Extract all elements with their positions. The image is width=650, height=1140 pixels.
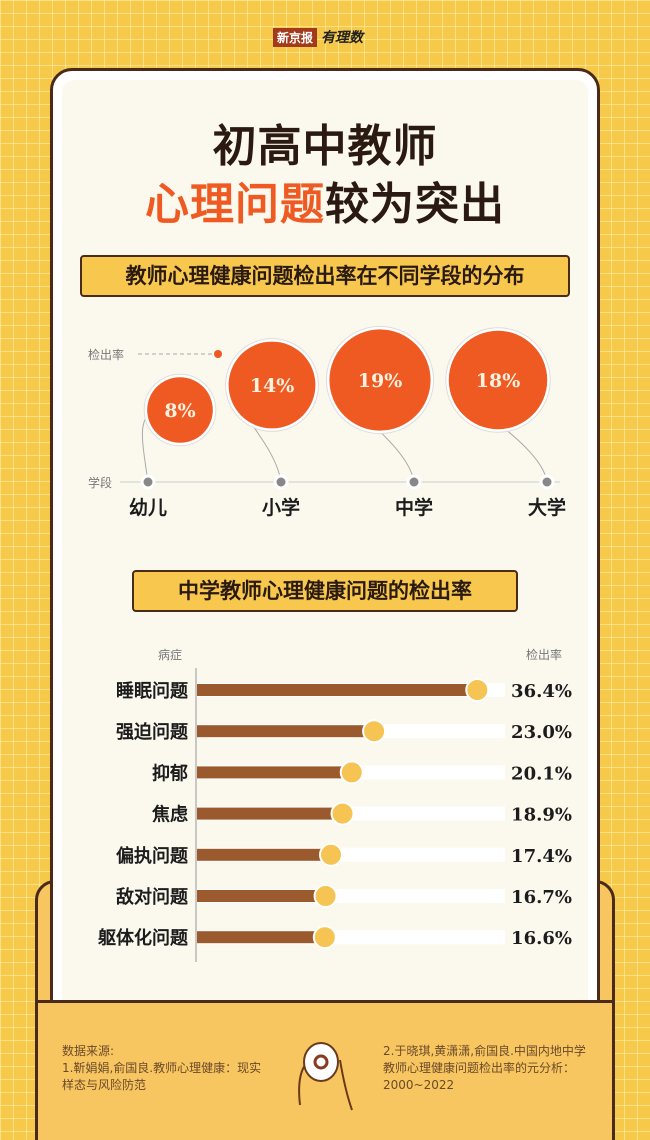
title-rest: 较为突出 bbox=[325, 179, 505, 230]
bar-marker bbox=[312, 925, 337, 950]
chart1-title: 教师心理健康问题检出率在不同学段的分布 bbox=[80, 255, 570, 297]
bar-category: 敌对问题 bbox=[116, 886, 189, 908]
title-line1: 初高中教师 bbox=[212, 121, 438, 172]
logo-column: 有理数 bbox=[321, 30, 364, 46]
stage-dot bbox=[406, 474, 422, 490]
bubble bbox=[147, 377, 213, 443]
bubble bbox=[228, 341, 316, 429]
bar-value: 20.1% bbox=[511, 763, 572, 784]
bar bbox=[197, 807, 343, 820]
bubble-label: 19% bbox=[358, 370, 403, 392]
bar-value: 17.4% bbox=[511, 846, 572, 867]
bubble-label: 18% bbox=[476, 370, 521, 392]
stage-label: 大学 bbox=[528, 496, 566, 519]
chart2-title: 中学教师心理健康问题的检出率 bbox=[132, 570, 518, 612]
bar bbox=[197, 766, 352, 779]
bar-category: 躯体化问题 bbox=[97, 927, 189, 949]
bar-marker bbox=[318, 842, 343, 867]
bar-marker bbox=[339, 760, 364, 785]
bubble-label: 14% bbox=[250, 375, 295, 397]
chart1-ylabel: 检出率 bbox=[88, 348, 125, 362]
stage-label: 小学 bbox=[262, 496, 300, 519]
bar-marker bbox=[330, 801, 355, 826]
mascot-eye-icon bbox=[298, 1042, 353, 1111]
footer-sources-left: 数据来源: 1.靳娟娟,俞国良.教师心理健康：现实样态与风险防范 bbox=[62, 1043, 272, 1094]
chart2-ylabel: 检出率 bbox=[526, 648, 563, 662]
bar bbox=[197, 684, 478, 696]
footer-source-1: 1.靳娟娟,俞国良.教师心理健康：现实样态与风险防范 bbox=[62, 1061, 262, 1092]
bar bbox=[197, 848, 331, 861]
bar bbox=[197, 725, 375, 738]
logo: 新京报 有理数 bbox=[273, 27, 363, 47]
title-line2: 心理问题较为突出 bbox=[0, 168, 650, 232]
stage-dot bbox=[273, 474, 289, 490]
title-highlight: 心理问题 bbox=[145, 179, 325, 230]
bar-category: 睡眠问题 bbox=[116, 681, 189, 702]
bar-marker bbox=[313, 884, 338, 908]
bar bbox=[197, 931, 325, 944]
bubble-label: 8% bbox=[164, 400, 195, 422]
stage-dot bbox=[539, 474, 555, 490]
chart2-xlabel: 病症 bbox=[158, 648, 183, 662]
footer-source-2: 2.于晓琪,黄潇潇,俞国良.中国内地中学教师心理健康问题检出率的元分析：2000… bbox=[383, 1044, 586, 1092]
logo-brand: 新京报 bbox=[273, 27, 318, 47]
bar-category: 强迫问题 bbox=[116, 721, 189, 743]
bar-category: 偏执问题 bbox=[116, 845, 189, 867]
bar-value: 18.9% bbox=[511, 805, 572, 826]
stage-dot bbox=[140, 474, 156, 490]
bar-category: 抑郁 bbox=[152, 762, 188, 784]
bubble bbox=[329, 329, 431, 431]
bar-value: 36.4% bbox=[511, 681, 572, 702]
bar-marker bbox=[465, 678, 490, 702]
bar-value: 16.7% bbox=[511, 887, 572, 908]
bar bbox=[197, 890, 326, 902]
bubble bbox=[448, 330, 548, 430]
ylabel-dot bbox=[214, 350, 222, 358]
bar-category: 焦虑 bbox=[151, 804, 188, 826]
stage-label: 幼儿 bbox=[129, 496, 167, 519]
bar-value: 16.6% bbox=[511, 928, 572, 949]
stage-label: 中学 bbox=[395, 496, 433, 519]
bar-marker bbox=[362, 719, 387, 744]
footer-heading: 数据来源: bbox=[62, 1044, 115, 1058]
bar-value: 23.0% bbox=[511, 722, 572, 743]
chart1-xlabel: 学段 bbox=[88, 476, 113, 490]
